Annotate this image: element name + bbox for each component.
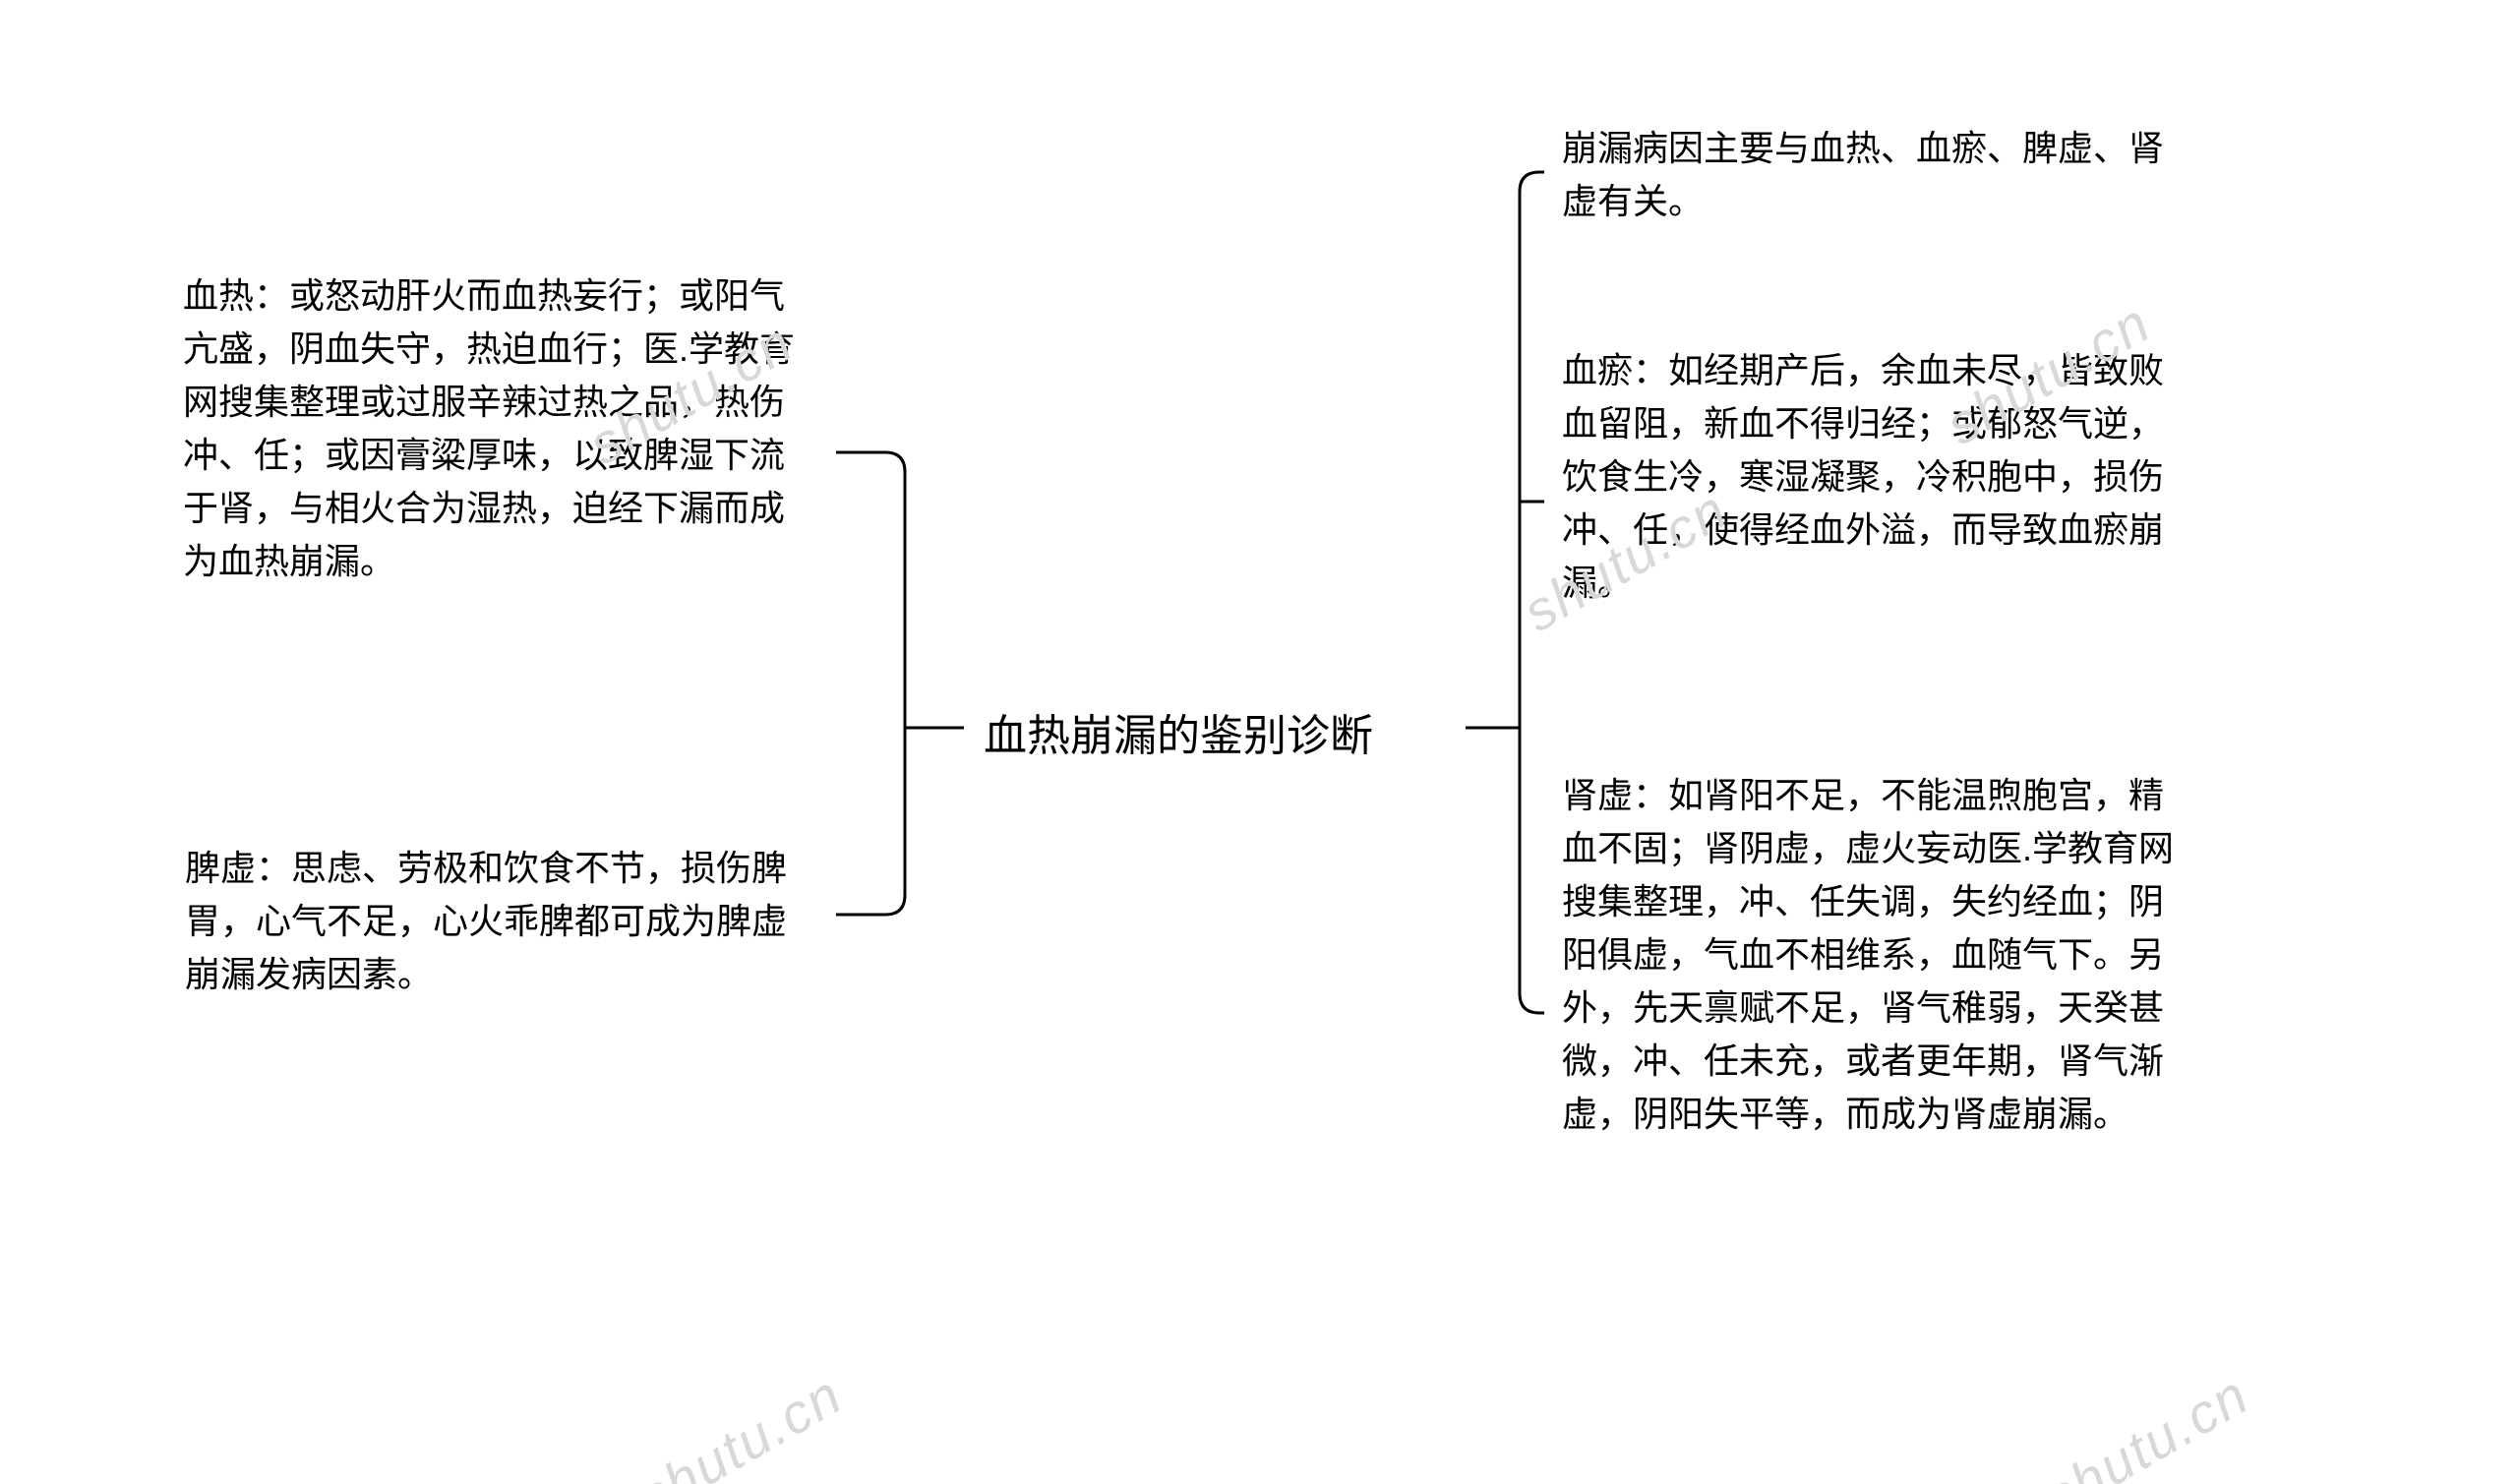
mindmap-right-node-3: 肾虚：如肾阳不足，不能温煦胞宫，精血不固；肾阴虚，虚火妄动医.学教育网搜集整理，… [1562, 769, 2191, 1141]
mindmap-center-node: 血热崩漏的鉴别诊断 [984, 704, 1373, 769]
watermark: shutu.cn [2034, 1362, 2260, 1484]
mindmap-left-node-2: 脾虚：思虑、劳极和饮食不节，损伤脾胃，心气不足，心火乖脾都可成为脾虚崩漏发病因素… [185, 842, 814, 1001]
watermark: shutu.cn [628, 1362, 854, 1484]
mindmap-right-node-2: 血瘀：如经期产后，余血未尽，皆致败血留阻，新血不得归经；或郁怒气逆，饮食生冷，寒… [1562, 344, 2191, 610]
mindmap-left-node-1: 血热：或怒动肝火而血热妄行；或阳气亢盛，阴血失守，热迫血行；医.学教育网搜集整理… [183, 269, 812, 588]
mindmap-right-node-1: 崩漏病因主要与血热、血瘀、脾虚、肾虚有关。 [1562, 122, 2191, 228]
